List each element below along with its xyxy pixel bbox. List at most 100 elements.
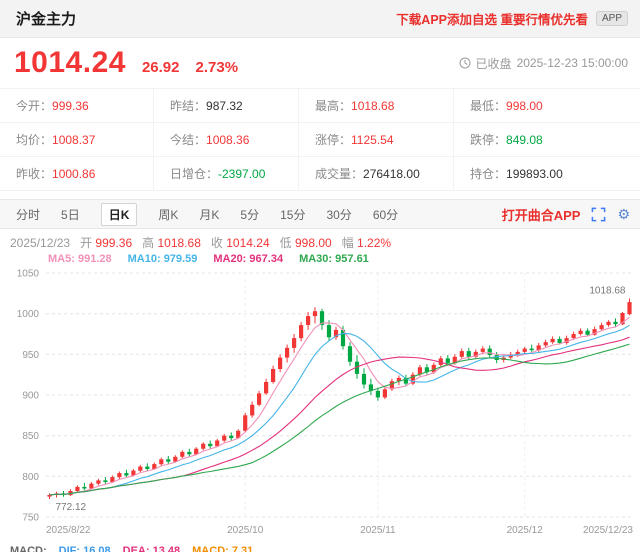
chart-actions: 打开曲合APP ⚙ [502, 205, 630, 224]
stat-value: 998.00 [506, 98, 543, 113]
stat-low: 最低： 998.00 [454, 89, 640, 123]
stat-limit-up: 涨停： 1125.54 [299, 123, 454, 157]
svg-text:2025/12/23: 2025/12/23 [583, 525, 633, 536]
stat-label: 日增仓： [170, 167, 219, 181]
stat-label: 昨收： [16, 167, 53, 181]
tab-60min[interactable]: 60分 [372, 207, 399, 222]
stat-label: 跌停： [470, 133, 507, 147]
svg-text:2025/8/22: 2025/8/22 [46, 525, 91, 536]
ohlc-label: 幅 [341, 236, 354, 250]
stat-value: 199893.00 [506, 166, 563, 181]
ohlc-value: 998.00 [294, 236, 332, 250]
ohlc-label: 低 [279, 236, 292, 250]
ohlc-date: 2025/12/23 [10, 235, 71, 250]
svg-text:772.12: 772.12 [56, 502, 87, 513]
ohlc-close: 收 1014.24 [211, 234, 270, 251]
stat-label: 今开： [16, 99, 53, 113]
tab-daily-k[interactable]: 日K [100, 202, 138, 226]
ohlc-value: 1014.24 [226, 236, 270, 250]
ohlc-label: 开 [80, 236, 93, 250]
svg-text:750: 750 [22, 513, 39, 524]
ma30-legend: MA30: 957.61 [299, 253, 369, 267]
ma-label: MA5: [48, 253, 75, 265]
stat-value: 276418.00 [363, 166, 420, 181]
stat-value: 1018.68 [351, 98, 395, 113]
kline-candlestick-chart[interactable]: 1050 1000 950 900 850 800 750 772.12 1018.68 2025… [0, 267, 640, 543]
macd-dif-label: DIF: [58, 545, 81, 552]
open-app-link[interactable]: 打开曲合APP [501, 207, 581, 223]
stat-prev-close: 昨收： 1000.86 [0, 157, 154, 191]
ma-value: 967.34 [249, 253, 284, 265]
macd-dif: DIF: 16.08 [59, 545, 111, 552]
stat-value: 1008.37 [52, 132, 96, 147]
ma-label: MA30: [299, 253, 333, 265]
stat-settle: 今结： 1008.36 [154, 123, 299, 157]
ma-value: 957.61 [335, 253, 369, 265]
stat-open-interest: 持仓： 199893.00 [454, 157, 640, 191]
download-app-promo-link[interactable]: 下载APP添加自选 重要行情优先看 [396, 13, 588, 27]
fullscreen-icon[interactable] [591, 207, 606, 222]
macd-dea: DEA: 13.48 [123, 545, 180, 552]
stat-value: 849.08 [506, 132, 543, 147]
stat-label: 均价： [16, 133, 53, 147]
ohlc-amplitude: 幅 1.22% [342, 234, 391, 251]
market-status: 已收盘 2025-12-23 15:00:00 [459, 55, 628, 72]
last-price: 1014.24 [14, 46, 126, 79]
tab-15min[interactable]: 15分 [280, 207, 306, 222]
price-change-percent: 2.73% [195, 59, 239, 76]
ohlc-label: 收 [210, 236, 223, 250]
stat-value: 1008.36 [206, 132, 250, 147]
app-badge[interactable]: APP [595, 11, 628, 26]
ma-value: 991.28 [77, 253, 112, 265]
stat-value: 987.32 [206, 98, 243, 113]
stat-label: 今结： [170, 133, 207, 147]
ma5-legend: MA5: 991.28 [48, 253, 112, 267]
stat-open: 今开： 999.36 [0, 89, 154, 123]
status-text: 已收盘 [475, 56, 512, 71]
ohlc-high: 高 1018.68 [142, 234, 201, 251]
stat-value: 1125.54 [351, 132, 394, 147]
svg-text:850: 850 [22, 431, 39, 442]
tab-5min[interactable]: 5分 [240, 207, 260, 222]
ohlc-open: 开 999.36 [80, 234, 132, 251]
svg-text:900: 900 [22, 391, 39, 402]
stat-value: -2397.00 [218, 166, 266, 181]
tab-monthly-k[interactable]: 月K [199, 207, 220, 222]
ohlc-label: 高 [142, 236, 155, 250]
ma10-legend: MA10: 979.59 [128, 253, 198, 267]
stat-position-change: 日增仓： -2397.00 [154, 157, 299, 191]
stat-high: 最高： 1018.68 [299, 89, 454, 123]
ohlc-value: 999.36 [95, 236, 133, 250]
svg-text:1000: 1000 [17, 309, 40, 320]
macd-info-bar: MACD: DIF: 16.08 DEA: 13.48 MACD: 7.31 [0, 543, 640, 552]
tab-30min[interactable]: 30分 [326, 207, 352, 222]
stat-volume: 成交量： 276418.00 [299, 157, 454, 191]
tab-5day[interactable]: 5日 [61, 207, 80, 222]
ohlc-value: 1.22% [357, 236, 392, 250]
ma-label: MA20: [213, 253, 247, 265]
svg-text:950: 950 [22, 350, 39, 361]
macd-dea-label: DEA: [122, 545, 150, 552]
svg-text:2025/10: 2025/10 [227, 525, 264, 536]
stat-limit-down: 跌停： 849.08 [454, 123, 640, 157]
ma-label: MA10: [127, 253, 161, 265]
settings-icon[interactable]: ⚙ [617, 206, 630, 222]
macd-value-label: MACD: [192, 545, 229, 552]
price-section: 1014.24 26.92 2.73% 已收盘 2025-12-23 15:00… [0, 38, 640, 88]
svg-text:1050: 1050 [17, 269, 40, 280]
svg-text:800: 800 [22, 472, 39, 483]
macd-label: MACD: [10, 545, 47, 552]
ohlc-info-bar: 2025/12/23 开 999.36 高 1018.68 收 1014.24 … [0, 229, 640, 251]
macd-value: MACD: 7.31 [192, 545, 253, 552]
stat-avg-price: 均价： 1008.37 [0, 123, 154, 157]
status-timestamp: 2025-12-23 15:00:00 [516, 56, 628, 70]
stat-prev-settle: 昨结： 987.32 [154, 89, 299, 123]
macd-dif-value: 16.08 [83, 545, 111, 552]
stat-value: 1000.86 [52, 166, 96, 181]
svg-text:1018.68: 1018.68 [589, 286, 626, 297]
ohlc-value: 1018.68 [157, 236, 201, 250]
tab-minute[interactable]: 分时 [16, 207, 41, 222]
period-tabs: 分时 5日 日K 周K 月K 5分 15分 30分 60分 [16, 202, 399, 226]
tab-weekly-k[interactable]: 周K [158, 207, 179, 222]
stat-label: 最低： [470, 99, 507, 113]
